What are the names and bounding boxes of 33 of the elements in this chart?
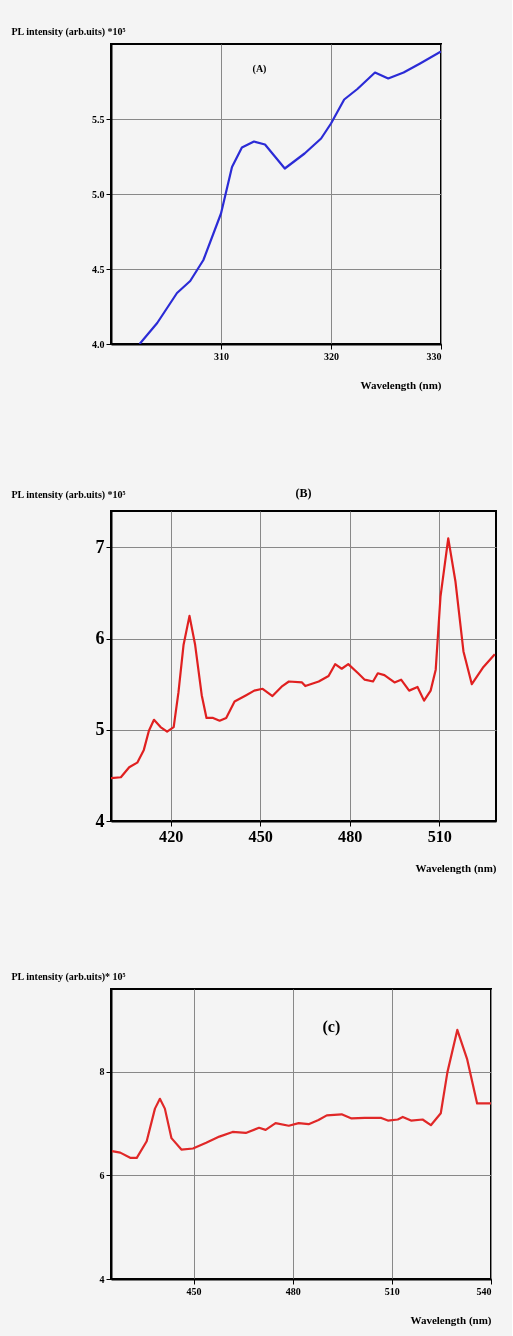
x-axis-title: Wavelength (nm) (360, 378, 442, 392)
x-tick-label: 420 (159, 827, 184, 846)
y-tick-label: 5 (95, 719, 105, 740)
x-tick-label: 540 (476, 1285, 492, 1297)
y-tick-label: 5.0 (92, 188, 105, 200)
y-tick-label: 6 (99, 1169, 105, 1181)
y-tick-label: 6 (95, 628, 105, 649)
x-axis-title: Wavelength (nm) (410, 1313, 492, 1327)
x-tick-label: 330 (426, 350, 442, 362)
x-tick-label: 450 (186, 1285, 202, 1297)
x-tick-label: 450 (248, 827, 273, 846)
chart-title: (B) (295, 486, 312, 500)
y-tick-label: 4.5 (92, 263, 105, 275)
line-series (138, 50, 441, 344)
line-series (111, 537, 496, 780)
y-tick-label: 8 (99, 1066, 105, 1078)
x-tick-label: 320 (324, 350, 339, 362)
y-tick-label: 7 (95, 536, 105, 557)
y-tick-label: 4.0 (92, 338, 105, 350)
text: (A) (252, 63, 267, 75)
x-axis-title: Wavelength (nm) (415, 861, 497, 875)
x-tick-label: 310 (214, 350, 229, 362)
x-tick-label: 510 (384, 1285, 400, 1297)
text: (c) (322, 1018, 341, 1036)
y-tick-label: 4 (95, 810, 105, 831)
y-axis-title: PL intensity (arb.uits) *10⁵ (11, 25, 126, 38)
y-tick-label: 5.5 (92, 113, 105, 125)
y-tick-label: 4 (99, 1273, 105, 1285)
x-tick-label: 480 (285, 1285, 301, 1297)
y-axis-title: PL intensity (arb.uits) *10⁵ (11, 488, 126, 501)
y-axis-title: PL intensity (arb.uits)* 10⁵ (11, 970, 126, 983)
x-tick-label: 480 (338, 827, 363, 846)
x-tick-label: 510 (427, 827, 452, 846)
